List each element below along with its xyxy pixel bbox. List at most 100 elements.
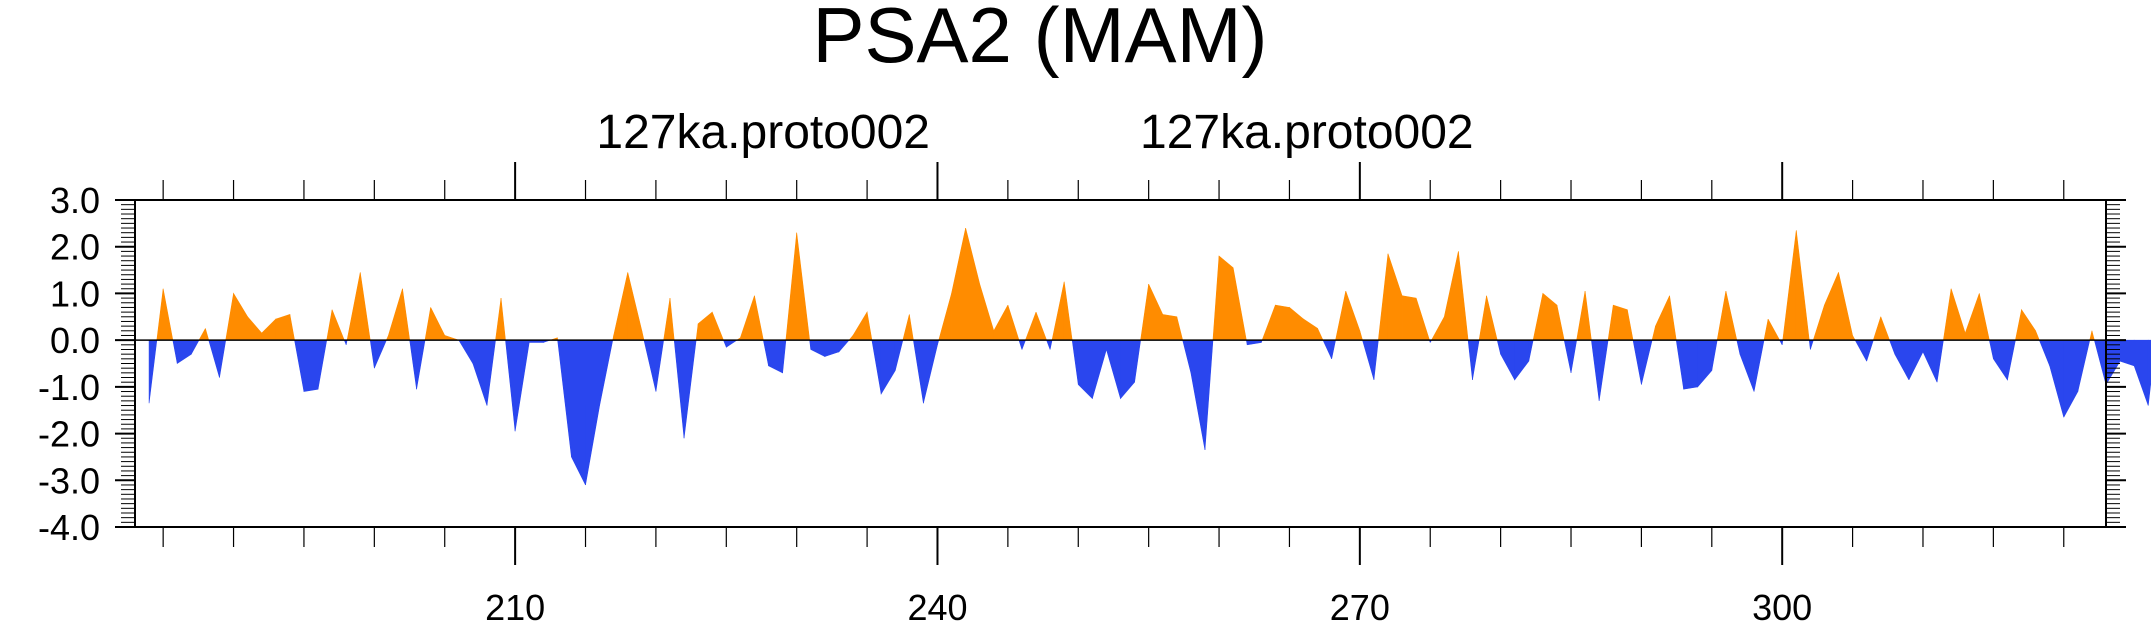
positive-anomaly	[627, 272, 643, 341]
positive-anomaly	[1051, 281, 1065, 341]
positive-anomaly	[1063, 281, 1073, 341]
negative-anomaly	[208, 339, 220, 378]
negative-anomaly	[1092, 339, 1107, 399]
y-tick-label: -2.0	[38, 414, 100, 455]
negative-anomaly	[1018, 339, 1023, 350]
positive-anomaly	[1824, 272, 1839, 341]
positive-anomaly	[1655, 295, 1670, 341]
positive-anomaly	[1387, 253, 1403, 341]
negative-anomaly	[768, 339, 783, 374]
x-tick-label: 300	[1752, 587, 1812, 628]
positive-anomaly	[1176, 316, 1184, 341]
negative-anomaly	[1711, 339, 1718, 371]
positive-anomaly	[1576, 291, 1586, 341]
negative-anomaly	[557, 339, 572, 457]
positive-anomaly	[1007, 305, 1020, 341]
positive-anomaly	[695, 323, 699, 341]
negative-anomaly	[1889, 339, 1896, 355]
negative-anomaly	[1908, 339, 1924, 380]
negative-anomaly	[1500, 339, 1515, 380]
positive-anomaly	[1486, 295, 1498, 341]
positive-anomaly	[388, 288, 403, 341]
positive-anomaly	[1763, 319, 1769, 341]
negative-anomaly	[1077, 339, 1093, 400]
positive-anomaly	[247, 315, 263, 341]
negative-anomaly	[486, 339, 496, 406]
positive-anomaly	[1651, 326, 1656, 341]
positive-anomaly	[663, 298, 671, 341]
positive-anomaly	[1317, 328, 1324, 341]
x-tick-label: 210	[485, 587, 545, 628]
positive-anomaly	[711, 312, 724, 341]
negative-anomaly	[1563, 339, 1572, 373]
positive-anomaly	[1345, 290, 1361, 341]
negative-anomaly	[1866, 339, 1874, 362]
y-tick-label: -1.0	[38, 367, 100, 408]
positive-anomaly	[669, 298, 675, 341]
negative-anomaly	[763, 339, 769, 366]
negative-anomaly	[1472, 339, 1480, 380]
negative-anomaly	[599, 339, 614, 406]
negative-anomaly	[317, 339, 328, 390]
negative-anomaly	[1467, 339, 1473, 380]
negative-anomaly	[1528, 339, 1534, 362]
positive-anomaly	[289, 314, 295, 341]
negative-anomaly	[1591, 339, 1600, 401]
positive-anomaly	[852, 311, 868, 341]
positive-anomaly	[225, 293, 234, 341]
y-tick-label: 1.0	[50, 273, 100, 314]
negative-anomaly	[1753, 339, 1765, 392]
negative-anomaly	[838, 339, 850, 353]
positive-anomaly	[1838, 272, 1853, 341]
negative-anomaly	[1071, 339, 1079, 385]
positive-anomaly	[156, 288, 164, 341]
positive-anomaly	[1767, 318, 1781, 341]
tick-labels: 3.0 2.0 1.0 0.0 -1.0 -2.0 -3.0 -4.0 210 240 270 300	[38, 180, 1812, 628]
x-tick-label: 240	[907, 587, 967, 628]
negative-anomaly	[2093, 339, 2107, 385]
positive-anomaly	[162, 288, 174, 341]
negative-anomaly	[880, 339, 896, 395]
negative-anomaly	[1204, 339, 1214, 450]
positive-anomaly	[233, 292, 248, 341]
negative-anomaly	[2077, 339, 2091, 392]
negative-anomaly	[1496, 339, 1501, 355]
positive-anomaly	[275, 314, 291, 341]
positive-anomaly	[641, 330, 645, 341]
negative-anomaly	[1993, 339, 2008, 381]
negative-anomaly	[1922, 339, 1938, 383]
negative-anomaly	[505, 339, 516, 432]
negative-anomaly	[1854, 339, 1867, 362]
positive-anomaly	[495, 298, 502, 341]
positive-anomaly	[1478, 295, 1487, 341]
negative-anomaly	[2049, 339, 2065, 418]
anomaly-fills	[135, 227, 2151, 486]
positive-anomaly	[1378, 253, 1389, 341]
negative-anomaly	[673, 339, 685, 439]
negative-anomaly	[1514, 339, 1530, 381]
y-tick-label: -4.0	[38, 507, 100, 548]
positive-anomaly	[500, 298, 506, 341]
negative-anomaly	[1322, 339, 1332, 359]
negative-anomaly	[2007, 339, 2016, 380]
negative-anomaly	[1683, 339, 1699, 390]
positive-anomaly	[785, 232, 797, 341]
positive-anomaly	[754, 295, 764, 341]
negative-anomaly	[871, 339, 882, 394]
positive-anomaly	[1943, 288, 1952, 341]
positive-anomaly	[430, 307, 446, 341]
positive-anomaly	[1669, 295, 1677, 341]
negative-anomaly	[1021, 339, 1026, 350]
negative-anomaly	[416, 339, 426, 390]
positive-anomaly	[740, 295, 755, 341]
positive-anomaly	[1556, 305, 1565, 341]
positive-anomaly	[1444, 251, 1459, 341]
positive-anomaly	[1812, 305, 1825, 341]
positive-anomaly	[1359, 330, 1363, 341]
positive-anomaly	[1542, 292, 1558, 341]
negative-anomaly	[2038, 339, 2050, 366]
positive-anomaly	[902, 314, 910, 341]
negative-anomaly	[1739, 339, 1755, 392]
positive-anomaly	[1401, 295, 1417, 341]
negative-anomaly	[1046, 339, 1051, 350]
